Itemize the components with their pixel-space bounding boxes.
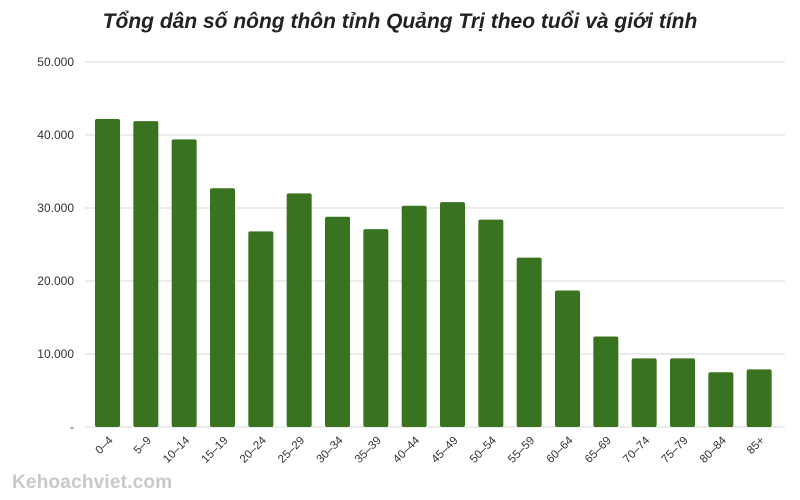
bar — [172, 139, 197, 427]
bar — [133, 121, 158, 427]
x-tick-label: 50–54 — [468, 434, 500, 466]
x-tick-label: 85+ — [745, 434, 767, 456]
x-tick-label: 0–4 — [94, 434, 116, 456]
x-tick-label: 15–19 — [200, 435, 231, 466]
bar — [478, 220, 503, 427]
x-tick-label: 20–24 — [238, 434, 270, 466]
y-tick-label: 30.000 — [37, 201, 74, 215]
bar — [440, 202, 465, 427]
x-tick-label: 40–44 — [391, 434, 423, 466]
bars — [95, 119, 772, 427]
x-tick-label: 60–64 — [545, 434, 577, 466]
x-tick-label: 65–69 — [583, 435, 614, 466]
x-tick-label: 45–49 — [430, 435, 461, 466]
bar — [555, 290, 580, 427]
bar — [325, 217, 350, 427]
y-tick-label: 40.000 — [37, 128, 74, 142]
x-tick-label: 35–39 — [353, 435, 384, 466]
bar — [747, 369, 772, 427]
bar — [248, 231, 273, 427]
bar — [363, 229, 388, 427]
y-tick-label: - — [70, 420, 74, 434]
bar — [287, 193, 312, 427]
bar — [670, 358, 695, 427]
x-tick-label: 10–14 — [161, 434, 193, 466]
y-axis-ticks: - 10.000 20.000 30.000 40.000 50.000 — [37, 55, 74, 434]
bar — [402, 206, 427, 427]
y-tick-label: 20.000 — [37, 274, 74, 288]
y-tick-label: 10.000 — [37, 347, 74, 361]
bar — [210, 188, 235, 427]
x-tick-label: 25–29 — [276, 435, 307, 466]
x-tick-label: 70–74 — [621, 434, 653, 466]
watermark-text: Kehoachviet.com — [12, 472, 172, 494]
bar — [632, 358, 657, 427]
x-axis-ticks: 0–4 5–9 10–14 15–19 20–24 25–29 30–34 35–39 40–4… — [94, 434, 768, 466]
x-tick-label: 80–84 — [698, 434, 730, 466]
x-tick-label: 30–34 — [315, 434, 347, 466]
bar — [517, 258, 542, 427]
x-tick-label: 55–59 — [506, 435, 537, 466]
x-tick-label: 5–9 — [132, 435, 154, 457]
bar — [593, 336, 618, 427]
bar — [95, 119, 120, 427]
bar — [708, 372, 733, 427]
y-tick-label: 50.000 — [37, 55, 74, 69]
x-tick-label: 75–79 — [660, 435, 691, 466]
